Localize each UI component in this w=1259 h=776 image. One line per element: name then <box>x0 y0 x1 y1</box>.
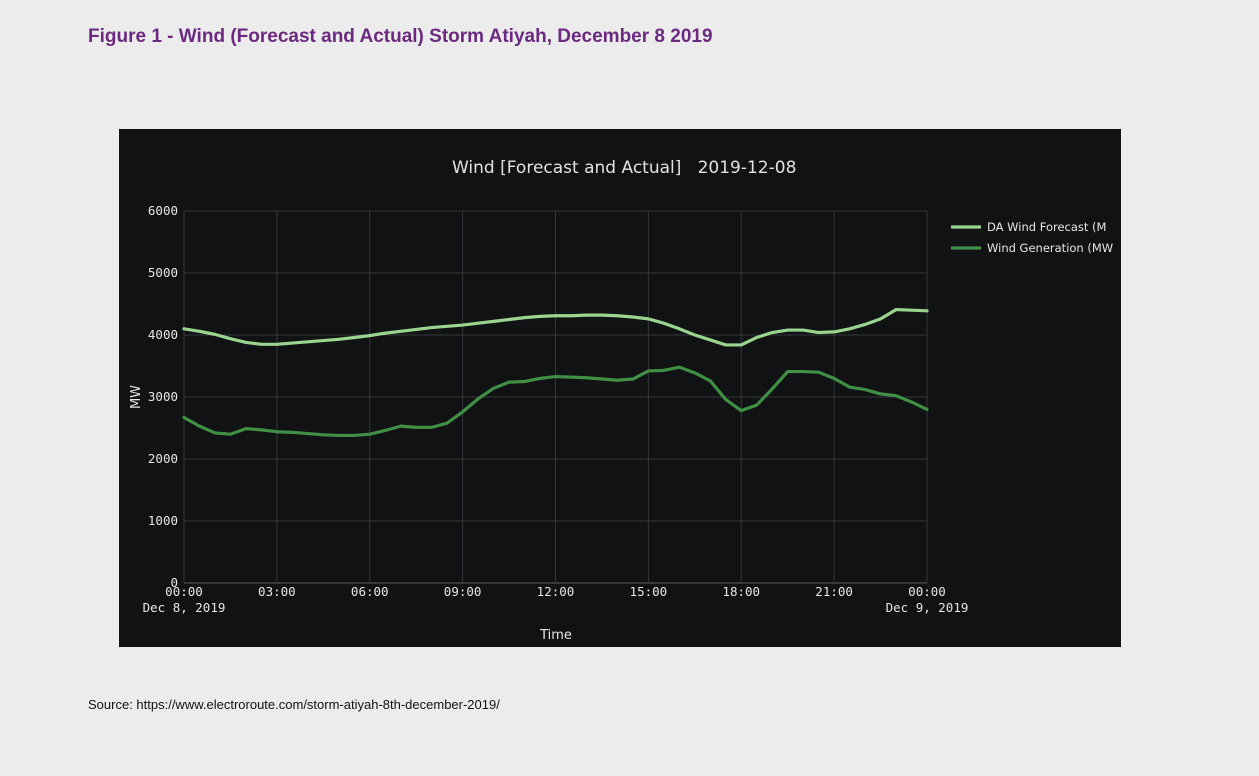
series-line-forecast <box>182 307 929 347</box>
x-tick-date-label: Dec 9, 2019 <box>886 600 969 615</box>
x-axis-label: Time <box>539 628 572 643</box>
x-tick-label: 18:00 <box>722 584 760 599</box>
x-tick-label: 00:00 <box>908 584 946 599</box>
chart-panel: 0 1000 2000 3000 4000 5000 6000 00:00 Dec 8, 201… <box>119 129 1121 647</box>
x-tick-label: 03:00 <box>258 584 296 599</box>
y-tick-label: 5000 <box>148 265 178 280</box>
x-tick-date-label: Dec 8, 2019 <box>143 600 226 615</box>
y-tick-label: 1000 <box>148 513 178 528</box>
figure-title: Figure 1 - Wind (Forecast and Actual) St… <box>88 26 713 47</box>
x-tick-label: 06:00 <box>351 584 389 599</box>
y-tick-label: 6000 <box>148 203 178 218</box>
y-tick-label: 3000 <box>148 389 178 404</box>
y-axis-label: MW <box>129 385 144 409</box>
legend-label: DA Wind Forecast (M <box>987 220 1106 234</box>
legend: DA Wind Forecast (M Wind Generation (MW <box>951 220 1113 255</box>
chart-title: Wind [Forecast and Actual] 2019-12-08 <box>452 158 796 178</box>
x-tick-label: 15:00 <box>630 584 668 599</box>
x-tick-label: 21:00 <box>815 584 853 599</box>
grid <box>183 210 928 584</box>
legend-label: Wind Generation (MW <box>987 241 1113 255</box>
x-tick-label: 09:00 <box>444 584 482 599</box>
x-tick-label: 00:00 <box>165 584 203 599</box>
y-tick-label: 4000 <box>148 327 178 342</box>
series-line-generation <box>182 365 929 438</box>
series-lines <box>182 307 929 438</box>
y-tick-label: 0 <box>170 575 178 590</box>
y-tick-label: 2000 <box>148 451 178 466</box>
source-note: Source: https://www.electroroute.com/sto… <box>88 697 500 712</box>
x-tick-label: 12:00 <box>537 584 575 599</box>
